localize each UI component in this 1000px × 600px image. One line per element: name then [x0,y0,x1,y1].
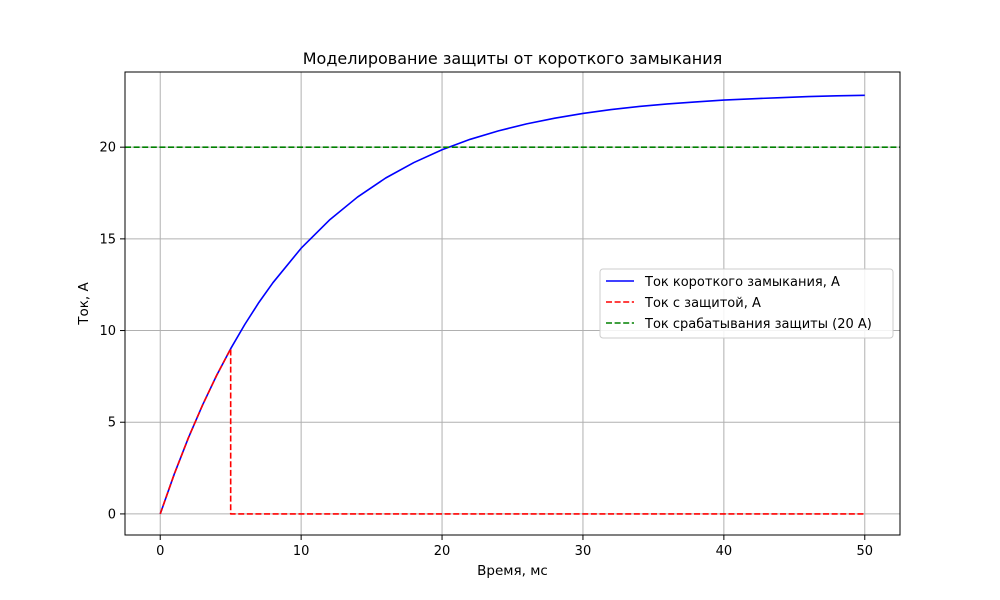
legend-label-threshold: Ток срабатывания защиты (20 А) [644,317,872,332]
y-tick-label: 10 [99,324,116,339]
legend-box [599,268,894,339]
x-tick-label: 10 [293,544,310,559]
plot-frame [124,71,901,536]
x-tick-label: 20 [434,544,451,559]
legend-entry: Ток срабатывания защиты (20 А) [606,317,872,332]
series-layer [125,94,900,515]
x-tick-label: 40 [716,544,733,559]
chart-title: Моделирование защиты от короткого замыка… [303,49,723,68]
legend-label-short-circuit: Ток короткого замыкания, А [644,275,840,290]
legend-label-protected: Ток с защитой, А [644,296,761,311]
ticks: 0 10 20 30 40 50 0 5 10 15 20 [99,141,873,559]
y-axis-label: Ток, А [76,281,92,325]
x-tick-label: 30 [575,544,592,559]
y-tick-label: 20 [99,141,116,156]
x-tick-label: 50 [856,544,873,559]
x-tick-label: 0 [156,544,164,559]
y-tick-label: 0 [108,507,116,522]
legend-entry: Ток с защитой, А [606,296,761,311]
y-tick-label: 15 [99,232,116,247]
x-axis-label: Время, мс [477,563,548,579]
legend: Ток короткого замыкания, А Ток с защитой… [599,268,894,339]
protected-current-line [159,347,865,515]
y-tick-label: 5 [108,416,116,431]
legend-entry: Ток короткого замыкания, А [606,275,840,290]
